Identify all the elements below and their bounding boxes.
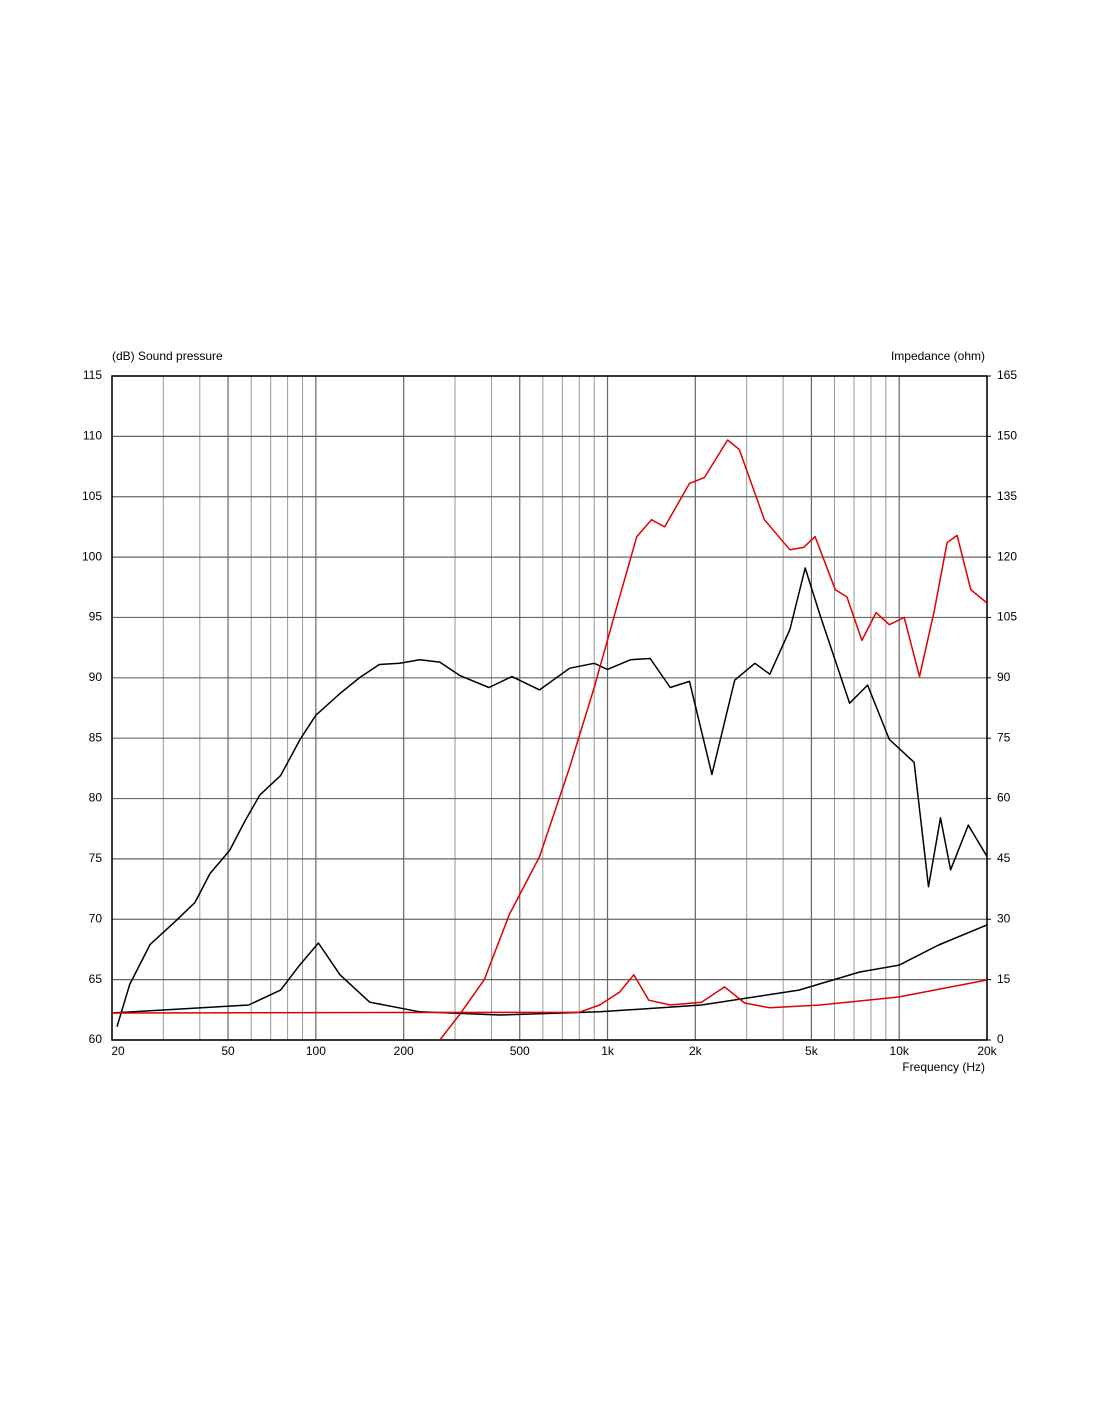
x-axis-label: Frequency (Hz) (902, 1060, 985, 1074)
x-tick-label: 20 (111, 1044, 125, 1058)
y-axis-label: (dB) Sound pressure (112, 349, 223, 363)
y-tick-label: 80 (89, 791, 103, 805)
y2-tick-label: 15 (997, 972, 1011, 986)
spl-line (116, 567, 987, 1027)
plot-frame (111, 375, 988, 1041)
y-tick-label: 65 (89, 972, 103, 986)
y2-tick-label: 135 (997, 489, 1017, 503)
y2-axis-label: Impedance (ohm) (891, 349, 985, 363)
y-tick-label: 115 (83, 368, 102, 382)
y-tick-label: 70 (89, 911, 103, 925)
x-tick-label: 50 (221, 1044, 235, 1058)
y2-tick-label: 165 (997, 368, 1017, 382)
y-tick-label: 75 (89, 851, 103, 865)
y-tick-label: 85 (89, 730, 103, 744)
y2-tick-label: 0 (997, 1032, 1004, 1046)
x-tick-label: 500 (510, 1044, 530, 1058)
y-tick-label: 100 (82, 549, 102, 563)
y2-tick-label: 90 (997, 670, 1011, 684)
impedance-line (112, 924, 987, 1016)
x-tick-label: 200 (394, 1044, 414, 1058)
y2-tick-label: 150 (997, 429, 1017, 443)
impedance-line (112, 974, 987, 1014)
x-tick-label: 1k (601, 1044, 615, 1058)
y-tick-label: 90 (89, 670, 103, 684)
y2-tick-label: 45 (997, 851, 1011, 865)
y-tick-label: 60 (89, 1032, 103, 1046)
x-tick-label: 10k (890, 1044, 910, 1058)
y-tick-label: 105 (82, 489, 102, 503)
y2-tick-label: 105 (997, 610, 1017, 624)
y2-tick-label: 75 (997, 730, 1011, 744)
y-tick-label: 95 (89, 610, 103, 624)
y2-tick-label: 30 (997, 911, 1011, 925)
x-tick-label: 5k (805, 1044, 819, 1058)
x-tick-label: 2k (689, 1044, 703, 1058)
x-tick-label: 100 (306, 1044, 326, 1058)
y2-tick-label: 120 (997, 549, 1017, 563)
y-tick-label: 110 (83, 429, 102, 443)
spl-line (439, 439, 987, 1040)
x-tick-label: 20k (977, 1044, 997, 1058)
y2-tick-label: 60 (997, 791, 1011, 805)
